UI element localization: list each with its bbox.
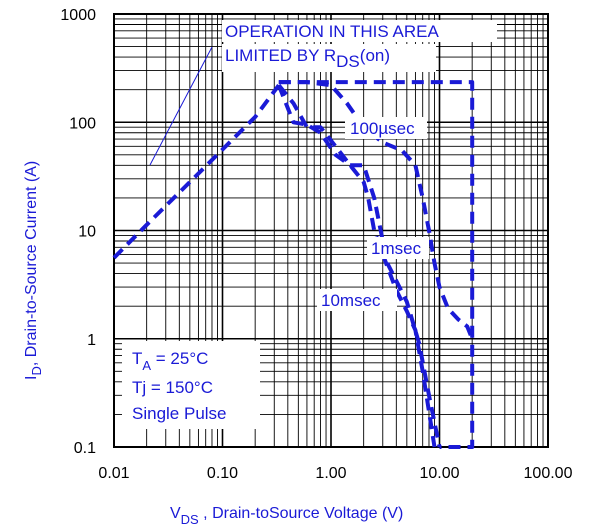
series-line-2: [276, 84, 442, 448]
plot-frame: [113, 13, 549, 448]
grid: [113, 14, 548, 448]
rds-pointer-line: [149, 46, 213, 166]
y-tick-label: 0.1: [74, 440, 96, 457]
x-tick-label: 0.01: [98, 465, 129, 482]
x-tick-label: 10.00: [419, 465, 459, 482]
label-10msec: 10msec: [321, 291, 381, 310]
x-tick-label: 0.10: [207, 465, 238, 482]
labels: 0.01 0.10 1.00 10.00 100.00 0.1 1 10 100 1000 VDS …: [23, 7, 573, 527]
rds-annotation-bg: [222, 20, 497, 42]
series-line-3: [278, 80, 475, 340]
series-line-4: [278, 80, 475, 449]
label-1ms-bg: [367, 237, 429, 259]
label-10ms-bg: [317, 289, 397, 311]
rds-annotation-line2: LIMITED BY RDS(on): [225, 46, 390, 71]
label-1msec: 1msec: [371, 239, 422, 258]
curves: [112, 80, 475, 449]
label-100us-bg: [345, 117, 427, 139]
conditions-bg: [122, 341, 260, 429]
x-tick-label: 100.00: [524, 465, 573, 482]
x-tick-label: 1.00: [315, 465, 346, 482]
series-line-1: [277, 83, 437, 448]
y-axis-title: ID, Drain-to-Source Current (A): [23, 161, 44, 380]
tj-condition: Tj = 150°C: [132, 378, 213, 397]
rds-annotation-bg: [222, 44, 436, 72]
rds-annotation-line1: OPERATION IN THIS AREA: [225, 22, 439, 41]
series-line-0: [112, 84, 281, 260]
y-tick-label: 1: [87, 332, 96, 349]
y-tick-label: 1000: [60, 7, 96, 24]
y-tick-label: 10: [78, 224, 96, 241]
ta-condition: TA = 25°C: [132, 349, 208, 373]
single-pulse-label: Single Pulse: [132, 404, 227, 423]
label-100usec: 100µsec: [350, 119, 415, 138]
x-axis-title: VDS , Drain-toSource Voltage (V): [170, 505, 403, 527]
y-tick-label: 100: [69, 115, 96, 132]
